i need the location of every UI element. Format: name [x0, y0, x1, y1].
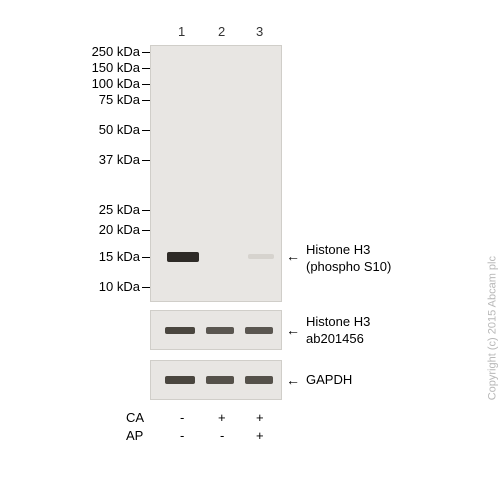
arrow-gapdh: ← — [286, 372, 300, 388]
band-gapdh-l2 — [206, 376, 234, 384]
label-h3p: Histone H3 (phospho S10) — [306, 242, 391, 276]
treatment-ca-label: CA — [126, 410, 144, 425]
tick-15 — [142, 257, 150, 258]
band-h3-l2 — [206, 327, 234, 334]
tick-100 — [142, 84, 150, 85]
mw-20: 20 kDa — [70, 222, 140, 237]
tick-75 — [142, 100, 150, 101]
mw-75: 75 kDa — [70, 92, 140, 107]
label-gapdh: GAPDH — [306, 372, 352, 389]
treatment-ap-l3: + — [256, 428, 264, 443]
treatment-ca-l1: - — [180, 410, 184, 425]
h3-blot — [150, 310, 282, 350]
tick-10 — [142, 287, 150, 288]
main-blot — [150, 45, 282, 302]
label-h3-line1: Histone H3 — [306, 314, 370, 329]
lane-label-1: 1 — [178, 24, 185, 39]
mw-15: 15 kDa — [70, 249, 140, 264]
treatment-ca-l2: + — [218, 410, 226, 425]
band-gapdh-l3 — [245, 376, 273, 384]
mw-37: 37 kDa — [70, 152, 140, 167]
gapdh-blot — [150, 360, 282, 400]
tick-37 — [142, 160, 150, 161]
arrow-h3: ← — [286, 322, 300, 338]
lane-label-2: 2 — [218, 24, 225, 39]
lane-label-3: 3 — [256, 24, 263, 39]
band-h3p-lane3-faint — [248, 254, 274, 259]
treatment-ca-l3: + — [256, 410, 264, 425]
mw-150: 150 kDa — [70, 60, 140, 75]
treatment-ap-l2: - — [220, 428, 224, 443]
label-h3-line2: ab201456 — [306, 331, 364, 346]
mw-25: 25 kDa — [70, 202, 140, 217]
band-h3-l3 — [245, 327, 273, 334]
copyright-text: Copyright (c) 2015 Abcam plc — [486, 256, 498, 400]
tick-25 — [142, 210, 150, 211]
label-h3: Histone H3 ab201456 — [306, 314, 370, 348]
tick-250 — [142, 52, 150, 53]
mw-250: 250 kDa — [70, 44, 140, 59]
figure-container: 1 2 3 250 kDa 150 kDa 100 kDa 75 kDa 50 … — [0, 0, 500, 500]
label-h3p-line1: Histone H3 — [306, 242, 370, 257]
arrow-h3p: ← — [286, 248, 300, 264]
mw-10: 10 kDa — [70, 279, 140, 294]
tick-150 — [142, 68, 150, 69]
mw-50: 50 kDa — [70, 122, 140, 137]
band-gapdh-l1 — [165, 376, 195, 384]
label-h3p-line2: (phospho S10) — [306, 259, 391, 274]
treatment-ap-label: AP — [126, 428, 143, 443]
treatment-ap-l1: - — [180, 428, 184, 443]
tick-50 — [142, 130, 150, 131]
band-h3-l1 — [165, 327, 195, 334]
band-h3p-lane1 — [167, 252, 199, 262]
mw-100: 100 kDa — [70, 76, 140, 91]
tick-20 — [142, 230, 150, 231]
